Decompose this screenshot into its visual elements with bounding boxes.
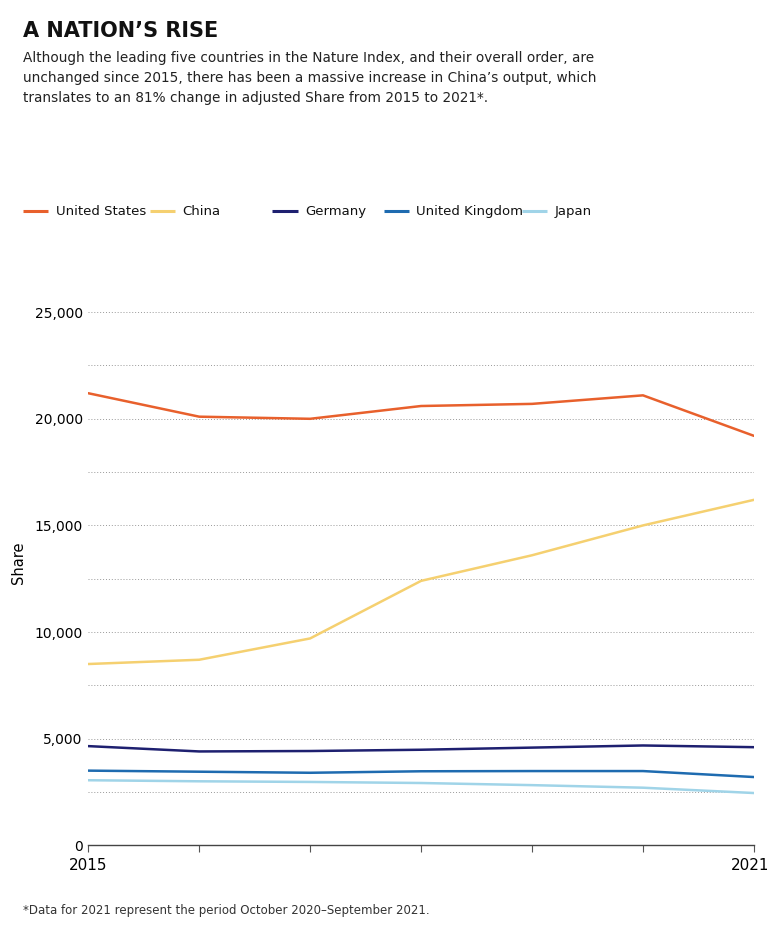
Text: China: China bbox=[183, 205, 221, 218]
Text: Japan: Japan bbox=[555, 205, 591, 218]
Text: United States: United States bbox=[56, 205, 146, 218]
Text: United Kingdom: United Kingdom bbox=[416, 205, 524, 218]
Text: *Data for 2021 represent the period October 2020–September 2021.: *Data for 2021 represent the period Octo… bbox=[23, 904, 430, 917]
Text: Germany: Germany bbox=[305, 205, 367, 218]
Text: A NATION’S RISE: A NATION’S RISE bbox=[23, 21, 219, 40]
Y-axis label: Share: Share bbox=[11, 542, 26, 584]
Text: Although the leading five countries in the Nature Index, and their overall order: Although the leading five countries in t… bbox=[23, 51, 597, 106]
